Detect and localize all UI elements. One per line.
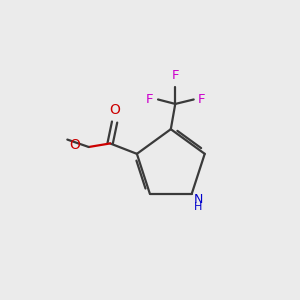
Text: N: N <box>194 193 203 206</box>
Text: H: H <box>194 202 202 212</box>
Text: O: O <box>70 138 80 152</box>
Text: O: O <box>109 103 120 117</box>
Text: F: F <box>172 69 179 82</box>
Text: F: F <box>198 93 206 106</box>
Text: F: F <box>146 93 154 106</box>
